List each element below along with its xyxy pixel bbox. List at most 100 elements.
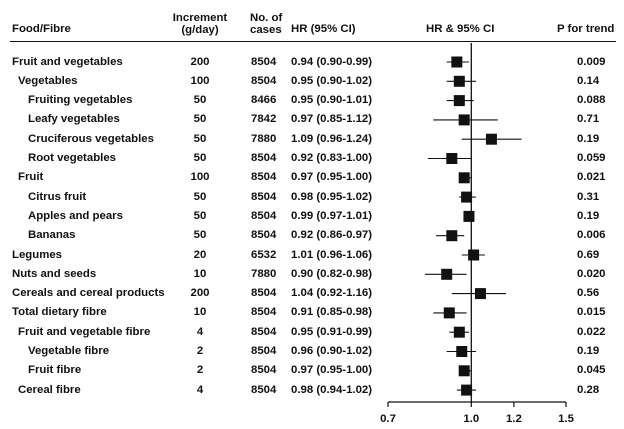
row-label: Bananas	[28, 229, 76, 242]
row-cases: 8504	[251, 74, 277, 87]
row-hr-ci: 0.97 (0.95-1.00)	[291, 364, 373, 377]
row-p-trend: 0.059	[577, 152, 606, 164]
point-estimate	[474, 288, 486, 300]
row-cases: 8504	[251, 209, 277, 222]
row-label: Vegetable fibre	[28, 345, 110, 357]
row-p-trend: 0.56	[577, 287, 600, 300]
row-cases: 8504	[251, 364, 277, 377]
row-label: Fruit	[18, 171, 44, 184]
point-estimate	[453, 95, 465, 107]
row-label: Legumes	[12, 248, 63, 261]
row-increment: 50	[193, 229, 207, 242]
row-cases: 8504	[251, 190, 277, 203]
header-increment-line2: (g/day)	[181, 24, 219, 36]
row-increment: 200	[190, 287, 210, 300]
row-cases: 8466	[251, 94, 277, 107]
row-increment: 10	[193, 267, 207, 280]
row-hr-ci: 0.98 (0.95-1.02)	[291, 190, 373, 203]
row-p-trend: 0.28	[577, 383, 600, 396]
row-p-trend: 0.19	[577, 132, 600, 145]
row-hr-ci: 0.97 (0.85-1.12)	[291, 113, 373, 126]
row-label: Apples and pears	[28, 209, 123, 222]
row-label: Vegetables	[18, 74, 78, 87]
header-divider	[10, 41, 616, 42]
point-estimate	[443, 307, 455, 319]
header-p: P for trend	[557, 23, 615, 35]
row-cases: 8504	[251, 383, 277, 396]
row-cases: 6532	[251, 248, 277, 261]
row-hr-ci: 1.01 (0.96-1.06)	[291, 248, 373, 261]
row-cases: 8504	[251, 306, 277, 319]
row-hr-ci: 0.94 (0.90-0.99)	[291, 55, 373, 68]
point-estimate	[451, 56, 463, 68]
header-food: Food/Fibre	[12, 23, 71, 35]
row-p-trend: 0.006	[577, 229, 606, 242]
row-increment: 4	[196, 383, 204, 396]
row-cases: 8504	[251, 171, 277, 184]
row-hr-ci: 0.97 (0.95-1.00)	[291, 171, 373, 184]
row-p-trend: 0.088	[577, 94, 606, 107]
row-label: Fruit and vegetables	[12, 55, 123, 68]
point-estimate	[458, 172, 470, 184]
header-plot: HR & 95% CI	[426, 23, 495, 35]
point-estimate	[485, 133, 497, 145]
row-p-trend: 0.021	[577, 171, 606, 184]
row-increment: 50	[193, 209, 207, 222]
point-estimate	[458, 114, 470, 126]
row-p-trend: 0.015	[577, 306, 606, 319]
row-p-trend: 0.020	[577, 267, 606, 280]
row-increment: 50	[193, 113, 207, 126]
x-tick-label: 1.5	[558, 413, 574, 425]
row-cases: 8504	[251, 345, 277, 357]
point-estimate	[461, 191, 473, 203]
row-label: Cereal fibre	[18, 383, 81, 396]
row-p-trend: 0.009	[577, 55, 606, 68]
x-tick-label: 0.7	[380, 413, 396, 425]
row-increment: 200	[190, 55, 210, 68]
row-hr-ci: 1.04 (0.92-1.16)	[291, 287, 373, 300]
row-hr-ci: 0.96 (0.90-1.02)	[291, 345, 373, 357]
row-p-trend: 0.31	[577, 190, 600, 203]
row-cases: 8504	[251, 152, 277, 164]
row-increment: 10	[193, 306, 207, 319]
point-estimate	[441, 268, 453, 280]
row-hr-ci: 0.99 (0.97-1.01)	[291, 209, 373, 222]
row-increment: 100	[190, 171, 210, 184]
row-label: Leafy vegetables	[28, 113, 120, 126]
row-cases: 8504	[251, 325, 277, 338]
x-tick-label: 1.2	[506, 413, 522, 425]
row-label: Fruiting vegetables	[28, 94, 133, 107]
row-label: Cereals and cereal products	[12, 287, 165, 300]
row-cases: 8504	[251, 55, 277, 68]
point-estimate	[453, 326, 465, 338]
row-hr-ci: 1.09 (0.96-1.24)	[291, 132, 373, 145]
row-p-trend: 0.19	[577, 209, 600, 222]
point-estimate	[468, 249, 480, 261]
row-increment: 2	[196, 345, 204, 357]
row-hr-ci: 0.92 (0.86-0.97)	[291, 229, 373, 242]
row-p-trend: 0.045	[577, 364, 606, 377]
header-cases-line1: No. of	[250, 12, 283, 24]
row-label: Fruit and vegetable fibre	[18, 325, 151, 338]
point-estimate	[461, 384, 473, 396]
row-p-trend: 0.022	[577, 325, 606, 338]
header-increment: Increment (g/day)	[160, 12, 240, 36]
point-estimate	[453, 75, 465, 87]
header-increment-line1: Increment	[172, 12, 228, 24]
row-cases: 7880	[251, 132, 277, 145]
row-increment: 50	[193, 190, 207, 203]
point-estimate	[463, 210, 475, 222]
x-tick-label: 1.0	[463, 413, 479, 425]
row-increment: 50	[193, 132, 207, 145]
row-p-trend: 0.14	[577, 74, 600, 87]
row-label: Citrus fruit	[28, 190, 87, 203]
point-estimate	[456, 346, 468, 357]
row-increment: 50	[193, 94, 207, 107]
row-label: Total dietary fibre	[12, 306, 107, 319]
row-label: Cruciferous vegetables	[28, 132, 154, 145]
row-increment: 4	[196, 325, 204, 338]
row-hr-ci: 0.91 (0.85-0.98)	[291, 306, 373, 319]
header-cases: No. of cases	[250, 12, 282, 36]
row-label: Nuts and seeds	[12, 267, 97, 280]
